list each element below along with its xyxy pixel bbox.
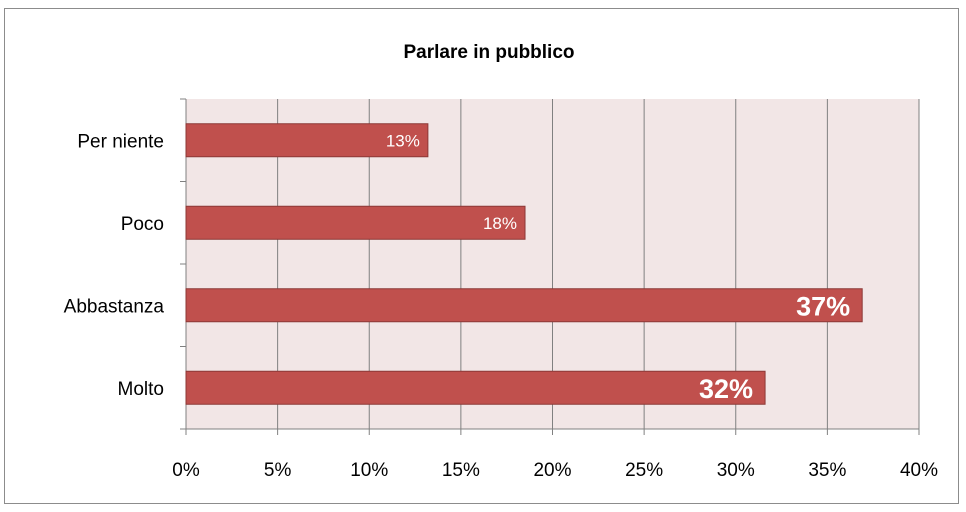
bar-1	[185, 205, 526, 240]
x-tick-label-3: 15%	[442, 460, 480, 481]
data-label-2: 37%	[796, 291, 850, 321]
bars	[185, 123, 863, 405]
x-tick-label-2: 10%	[350, 460, 388, 481]
data-label-1: 18%	[483, 214, 517, 233]
x-tick-label-7: 35%	[808, 460, 846, 481]
x-tick-label-5: 25%	[625, 460, 663, 481]
category-label-2: Abbastanza	[64, 296, 165, 317]
bar-2	[185, 288, 863, 323]
x-tick-label-0: 0%	[172, 460, 200, 481]
category-label-1: Poco	[121, 214, 164, 235]
x-tick-label-1: 5%	[264, 460, 292, 481]
bar-3	[185, 370, 766, 405]
x-tick-label-8: 40%	[900, 460, 938, 481]
category-label-3: Molto	[118, 379, 164, 400]
category-label-0: Per niente	[77, 131, 164, 152]
chart-title: Parlare in pubblico	[403, 42, 574, 63]
data-label-0: 13%	[386, 131, 420, 150]
data-label-3: 32%	[699, 374, 753, 404]
labels: 0% 5% 10% 15% 20% 25% 30% 35% 40% Per niente 13% Po…	[64, 131, 938, 481]
x-tick-label-4: 20%	[533, 460, 571, 481]
x-tick-label-6: 30%	[717, 460, 755, 481]
bar-0	[185, 123, 429, 158]
